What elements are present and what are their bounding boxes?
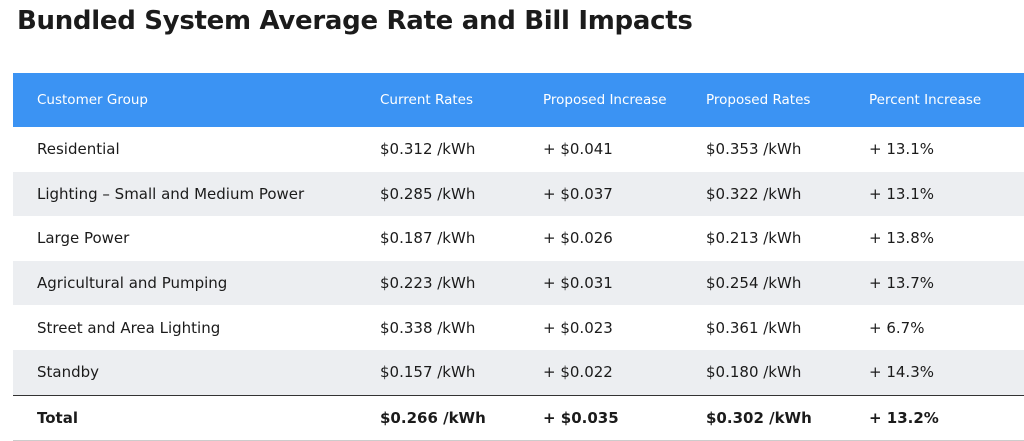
table-cell: + $0.022 bbox=[543, 363, 613, 382]
page-title: Bundled System Average Rate and Bill Imp… bbox=[17, 6, 693, 36]
table-cell: + 13.1% bbox=[869, 184, 934, 203]
table-cell: + 14.3% bbox=[869, 363, 934, 382]
table-cell: + $0.035 bbox=[543, 408, 619, 427]
table-cell: $0.187 /kWh bbox=[380, 229, 476, 248]
table-cell: Proposed Rates bbox=[706, 92, 811, 108]
table-cell: $0.223 /kWh bbox=[380, 274, 476, 293]
table-cell: $0.322 /kWh bbox=[706, 184, 802, 203]
table-cell: Proposed Increase bbox=[543, 92, 667, 108]
table-cell: $0.285 /kWh bbox=[380, 184, 476, 203]
table-cell: Street and Area Lighting bbox=[37, 318, 221, 337]
table-cell: Large Power bbox=[37, 229, 130, 248]
table-cell: $0.338 /kWh bbox=[380, 318, 476, 337]
table-row: Lighting – Small and Medium Power $0.285 … bbox=[13, 171, 1024, 217]
table-cell: + 13.1% bbox=[869, 140, 934, 159]
table-cell: $0.361 /kWh bbox=[706, 318, 802, 337]
table-cell: + $0.023 bbox=[543, 318, 613, 337]
table-cell: + 13.8% bbox=[869, 229, 934, 248]
table-row: Agricultural and Pumping $0.223 /kWh + $0.… bbox=[13, 260, 1024, 306]
table-cell: $0.266 /kWh bbox=[380, 408, 486, 427]
total-row: Total $0.266 /kWh + $0.035 $0.302 /kWh + 13.… bbox=[13, 394, 1024, 441]
table-cell: Total bbox=[37, 408, 78, 427]
table-row: Large Power $0.187 /kWh + $0.026 $0.213 /kW… bbox=[13, 216, 1024, 261]
table-cell: $0.213 /kWh bbox=[706, 229, 802, 248]
header-row: Customer Group Current Rates Proposed Incr… bbox=[13, 73, 1024, 127]
table-row: Standby $0.157 /kWh + $0.022 $0.180 /kWh + 1… bbox=[13, 349, 1024, 395]
table-cell: + 13.2% bbox=[869, 408, 939, 427]
table-cell: + $0.026 bbox=[543, 229, 613, 248]
table-cell: + $0.031 bbox=[543, 274, 613, 293]
table-row: Residential $0.312 /kWh + $0.041 $0.353 /kW… bbox=[13, 127, 1024, 172]
table-cell: Customer Group bbox=[37, 92, 148, 108]
table-row: Street and Area Lighting $0.338 /kWh + $0.… bbox=[13, 305, 1024, 350]
table-cell: + 6.7% bbox=[869, 318, 925, 337]
table-cell: $0.353 /kWh bbox=[706, 140, 802, 159]
table-cell: Percent Increase bbox=[869, 92, 982, 108]
table-cell: Lighting – Small and Medium Power bbox=[37, 184, 305, 203]
table-cell: $0.157 /kWh bbox=[380, 363, 476, 382]
table-cell: $0.302 /kWh bbox=[706, 408, 812, 427]
table-cell: $0.254 /kWh bbox=[706, 274, 802, 293]
table-cell: + $0.041 bbox=[543, 140, 613, 159]
table-cell: Current Rates bbox=[380, 92, 473, 108]
table-cell: + $0.037 bbox=[543, 184, 613, 203]
table-cell: + 13.7% bbox=[869, 274, 934, 293]
rate-table: Customer Group Current Rates Proposed Incr… bbox=[13, 73, 1024, 441]
table-cell: Standby bbox=[37, 363, 100, 382]
table-cell: $0.180 /kWh bbox=[706, 363, 802, 382]
table-cell: $0.312 /kWh bbox=[380, 140, 476, 159]
table-cell: Agricultural and Pumping bbox=[37, 274, 228, 293]
table-cell: Residential bbox=[37, 140, 120, 159]
